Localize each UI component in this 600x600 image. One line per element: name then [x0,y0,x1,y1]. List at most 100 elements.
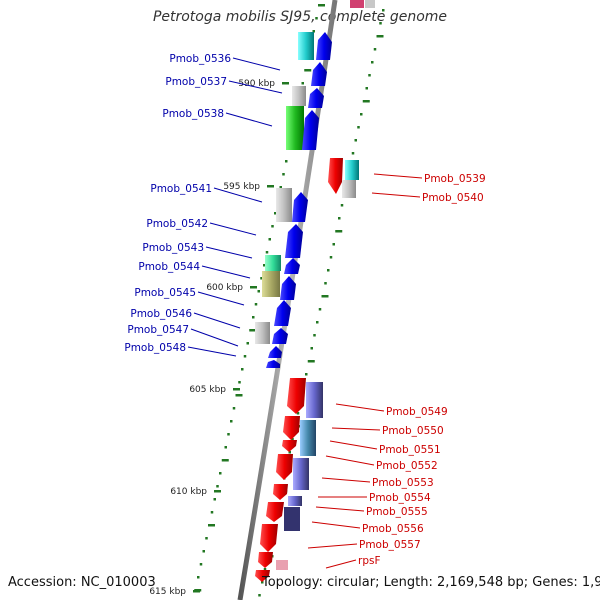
map-title: Petrotoga mobilis SJ95, complete genome [152,9,448,25]
gene-arrow-reverse [282,440,297,452]
tick-dot [241,368,244,371]
tick-dot [313,334,316,337]
gene-label-right[interactable]: Pmob_0554 [369,492,431,504]
tick-dot [318,4,325,7]
tick-dot [243,355,247,358]
gene-label-right[interactable]: Pmob_0551 [379,444,441,456]
gene-label-right[interactable]: Pmob_0557 [359,539,421,551]
gene-label-right[interactable]: Pmob_0539 [424,173,486,185]
gene-leader-line [311,521,361,529]
gene-label-left[interactable]: Pmob_0545 [134,287,196,299]
tick-dot [315,17,318,20]
gene-arrow-reverse [260,524,278,552]
tick-dot [210,511,214,514]
gene-label-left[interactable]: Pmob_0538 [162,108,224,120]
tick-dot [310,347,313,350]
tick-dot [235,394,243,397]
cog-feature-track [255,32,314,344]
scale-tick-label: 590 kbp [238,79,275,89]
gene-label-right[interactable]: rpsF [358,555,381,567]
gene-label-right[interactable]: Pmob_0556 [362,523,424,535]
tick-dot [271,225,274,228]
scale-tick-label: 600 kbp [206,283,243,293]
tick-dot [291,438,294,441]
cog-block-gray [292,86,306,106]
gene-leader-line [213,187,263,203]
gene-arrow-reverse [287,378,306,414]
gene-leader-line [228,80,283,94]
tick-dot [230,420,233,423]
gene-leader-line [197,291,245,306]
tick-dot [252,316,255,319]
tick-dot [357,126,360,129]
gene-leader-line [190,328,239,347]
gene-arrow-reverse [255,570,270,582]
gene-label-left[interactable]: Pmob_0542 [146,218,208,230]
gene-label-right[interactable]: Pmob_0553 [372,477,434,489]
gene-leader-line [193,312,241,329]
gene-arrow-forward [285,224,303,258]
tick-dot [329,256,333,259]
tick-dot [208,524,215,527]
tick-dot [288,451,291,454]
scale-axis: 590 kbp 595 kbp 600 kbp 605 kbp 610 kbp 615 k… [149,79,289,597]
reverse-gene-track [255,158,343,582]
cog-block-cyan [298,32,314,60]
gene-label-right[interactable]: Pmob_0555 [366,506,428,518]
gene-label-right[interactable]: Pmob_0550 [382,425,444,437]
tick-dot [258,594,261,597]
gene-label-left[interactable]: Pmob_0541 [150,183,212,195]
cog-block-mint [265,255,281,271]
tick-dot [332,243,335,246]
tick-dot [202,550,205,553]
gene-label-left[interactable]: Pmob_0547 [127,324,189,336]
cog-block-green [286,106,304,150]
genome-summary: Topology: circular; Length: 2,169,548 bp… [262,575,600,590]
gene-label-right[interactable]: Pmob_0540 [422,192,484,204]
forward-gene-track [266,32,332,368]
tick-dot [274,212,277,215]
tick-dot [373,48,377,51]
gene-arrow-forward [272,328,288,344]
gene-label-left[interactable]: Pmob_0543 [142,242,204,254]
tick-dot [285,160,288,163]
gene-label-left[interactable]: Pmob_0537 [165,76,227,88]
tick-dot [282,173,285,176]
cog-block-gray [255,322,270,344]
tick-dot [368,74,371,77]
gene-label-left[interactable]: Pmob_0544 [138,261,200,273]
tick-dot [365,87,368,90]
gene-arrow-reverse [258,552,273,568]
tick-dot [238,381,241,384]
tick-dot [224,446,227,449]
scale-tick-label: 595 kbp [223,182,260,192]
tick-dot [376,35,384,38]
gene-leader-line [225,112,273,127]
tick-dot [360,113,363,116]
gene-leader-line [325,455,375,466]
cog-block-cyan [345,160,359,180]
tick-dot [260,277,263,280]
cog-block-gray [342,180,356,198]
scale-tick-mark [282,82,289,85]
tick-dot [227,433,230,436]
tick-dot [263,568,267,571]
gene-label-right[interactable]: Pmob_0549 [386,406,448,418]
tick-dot [199,563,203,566]
tick-dot [316,321,319,324]
tick-dot [305,373,308,376]
tick-dot [197,576,200,579]
cog-block-pink [276,560,288,570]
tick-dot [221,459,229,462]
gene-label-right[interactable]: Pmob_0552 [376,460,438,472]
cog-block-top [350,0,364,8]
scale-tick-mark [250,286,257,289]
gene-label-left[interactable]: Pmob_0548 [124,342,186,354]
cog-block-slate [293,458,309,490]
gene-label-left[interactable]: Pmob_0546 [130,308,192,320]
gene-label-left[interactable]: Pmob_0536 [169,53,231,65]
tick-dot [362,100,370,103]
accession-label: Accession: NC_010003 [8,575,156,590]
scale-tick-label: 605 kbp [189,385,226,395]
